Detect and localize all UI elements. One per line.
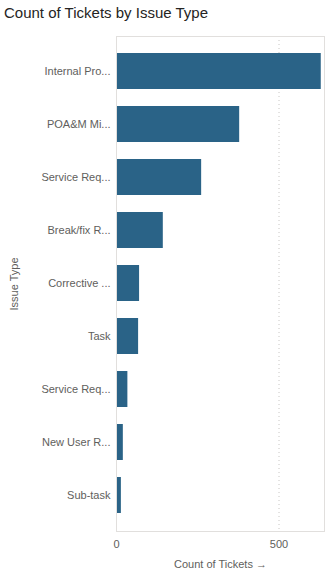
svg-text:Break/fix R...: Break/fix R... <box>48 224 111 236</box>
svg-text:Service Req...: Service Req... <box>41 383 110 395</box>
svg-text:Sub-task: Sub-task <box>67 489 111 501</box>
svg-text:Corrective ...: Corrective ... <box>48 277 110 289</box>
svg-text:Internal Pro...: Internal Pro... <box>44 65 110 77</box>
svg-text:0: 0 <box>113 538 119 550</box>
svg-text:POA&M Mi...: POA&M Mi... <box>47 118 111 130</box>
svg-text:Task: Task <box>88 330 111 342</box>
svg-text:Issue Type: Issue Type <box>8 258 20 311</box>
svg-text:Service Req...: Service Req... <box>41 171 110 183</box>
svg-text:Count of Tickets →: Count of Tickets → <box>174 558 267 570</box>
svg-text:500: 500 <box>270 538 288 550</box>
svg-text:New User R...: New User R... <box>42 436 110 448</box>
html-text:Count of Tickets by Issue Type: Count of Tickets by Issue Type <box>4 4 208 21</box>
